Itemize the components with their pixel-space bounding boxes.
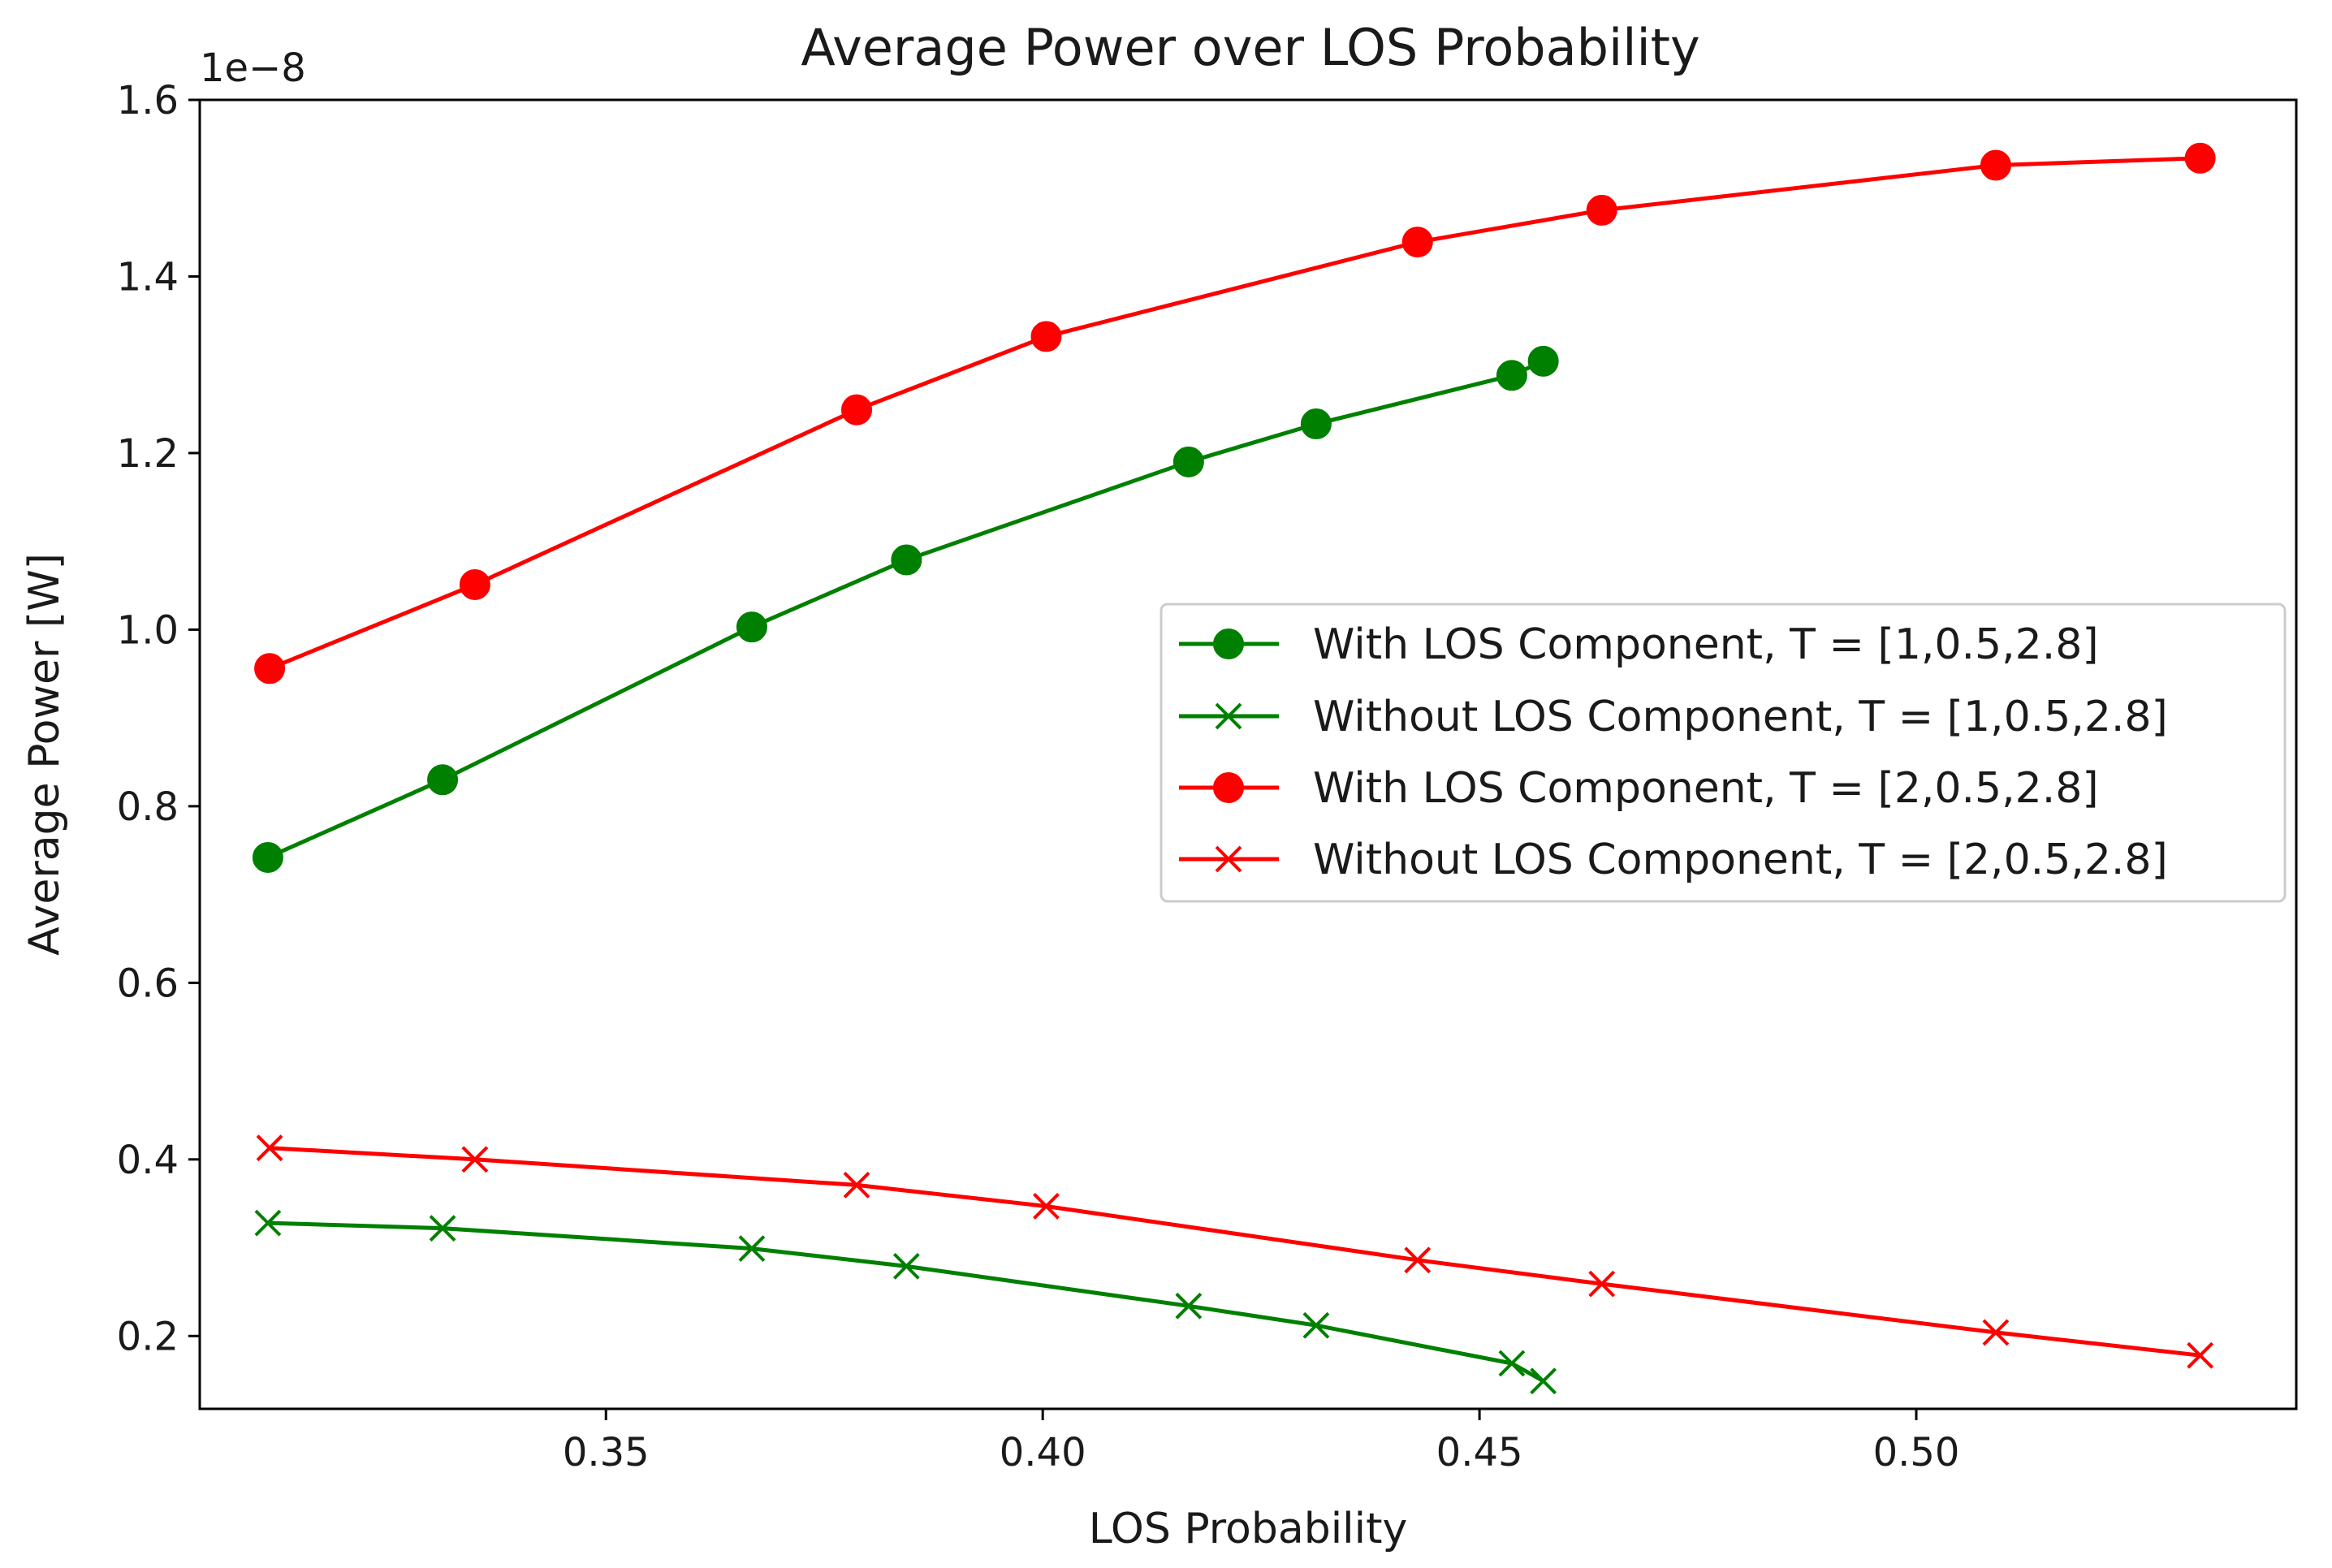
data-point [1172, 446, 1204, 477]
data-point [1980, 149, 2011, 181]
data-point [1982, 1319, 2010, 1346]
series-2 [254, 1209, 1557, 1395]
y-tick-label: 0.4 [117, 1138, 179, 1183]
data-point [892, 1252, 920, 1280]
series-line [267, 156, 2203, 671]
data-point [427, 764, 459, 796]
data-point [1498, 1350, 1526, 1377]
y-tick-label: 1.0 [117, 607, 179, 653]
data-point [256, 1134, 283, 1162]
data-point [1527, 345, 1559, 377]
data-point [1302, 1311, 1330, 1339]
data-point [738, 1235, 766, 1263]
plot-frame [198, 98, 2298, 1410]
legend-marker [1215, 702, 1242, 730]
x-tick-label: 0.35 [563, 1430, 650, 1475]
data-point [252, 841, 283, 873]
data-point [841, 394, 873, 425]
legend-label: Without LOS Component, T = [1,0.5,2.8] [1313, 693, 2168, 741]
data-point [736, 611, 767, 643]
x-axis-ticks: 0.35 0.40 0.45 0.50 [563, 1409, 1960, 1475]
legend-frame [1160, 603, 2287, 903]
legend: With LOS Component, T = [1,0.5,2.8] Witho… [1160, 603, 2287, 903]
legend-label: Without LOS Component, T = [2,0.5,2.8] [1313, 836, 2168, 884]
y-axis-label: Average Power [W] [20, 553, 69, 956]
legend-marker [1215, 845, 1242, 873]
data-point [459, 568, 490, 600]
y-tick-label: 1.6 [117, 78, 179, 123]
chart-title: Average Power over LOS Probability [801, 18, 1699, 77]
series-line [267, 1146, 2203, 1358]
data-point [429, 1215, 456, 1242]
data-point [1300, 408, 1332, 440]
data-point [1588, 1270, 1616, 1298]
legend-marker [1213, 628, 1244, 659]
legend-label: With LOS Component, T = [2,0.5,2.8] [1313, 764, 2099, 813]
data-point [1175, 1292, 1203, 1320]
y-tick-label: 1.2 [117, 431, 179, 477]
y-tick-label: 0.6 [117, 961, 179, 1006]
series-4 [256, 1134, 2214, 1369]
data-point [843, 1171, 870, 1199]
legend-entry: With LOS Component, T = [1,0.5,2.8] [1179, 620, 2099, 669]
series-line [266, 1220, 1546, 1384]
data-point [2184, 142, 2216, 174]
x-tick-label: 0.45 [1436, 1430, 1523, 1475]
series-1 [252, 345, 1559, 873]
x-tick-label: 0.40 [1000, 1430, 1086, 1475]
data-point [1496, 360, 1527, 391]
data-point [891, 544, 922, 576]
legend-entry: Without LOS Component, T = [1,0.5,2.8] [1179, 693, 2168, 741]
y-tick-label: 1.4 [117, 254, 179, 300]
series-line [266, 359, 1546, 860]
series-3 [254, 142, 2216, 685]
data-point [461, 1146, 489, 1173]
x-tick-label: 0.50 [1873, 1430, 1960, 1475]
legend-marker [1213, 772, 1244, 803]
legend-entry: Without LOS Component, T = [2,0.5,2.8] [1179, 836, 2168, 884]
data-point [1030, 321, 1062, 352]
y-tick-label: 0.8 [117, 784, 179, 830]
data-point [1586, 194, 1617, 226]
y-tick-label: 0.2 [117, 1314, 179, 1359]
data-point [1404, 1246, 1432, 1274]
y-axis-offset-label: 1e−8 [200, 45, 306, 91]
data-point [1033, 1193, 1060, 1220]
data-point [2187, 1341, 2214, 1369]
data-point [254, 1209, 282, 1237]
data-point [1530, 1367, 1557, 1395]
data-point [254, 653, 286, 685]
x-axis-label: LOS Probability [1089, 1505, 1407, 1553]
plot-series [252, 142, 2216, 1395]
legend-label: With LOS Component, T = [1,0.5,2.8] [1313, 620, 2099, 669]
legend-entry: With LOS Component, T = [2,0.5,2.8] [1179, 764, 2099, 813]
y-axis-ticks: 0.2 0.4 0.6 0.8 1.0 1.2 1.4 1.6 [117, 78, 200, 1359]
data-point [1401, 227, 1433, 258]
